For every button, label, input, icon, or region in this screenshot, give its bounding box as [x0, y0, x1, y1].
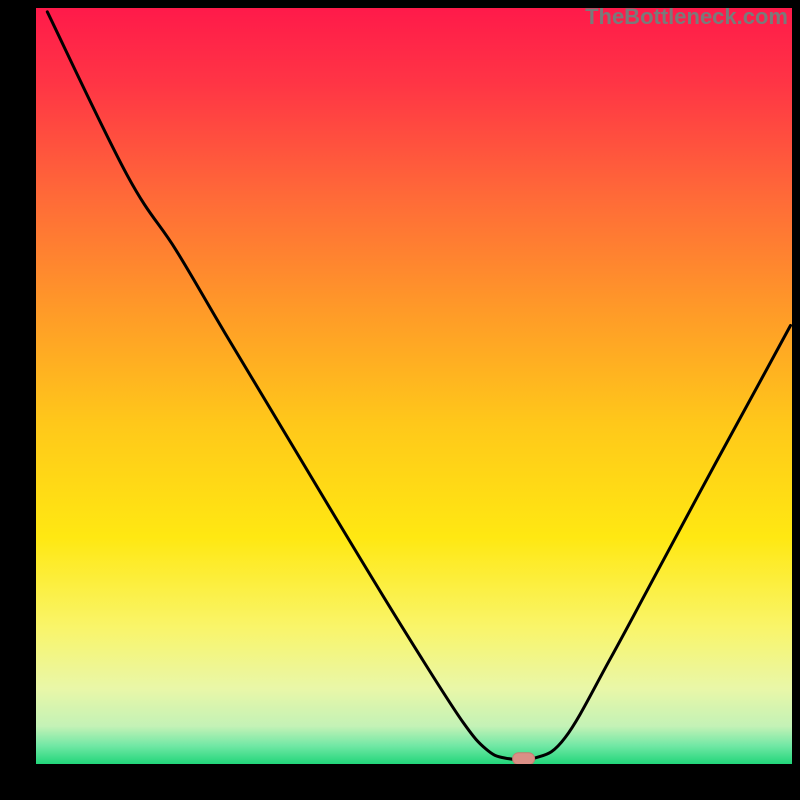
- chart-frame: TheBottleneck.com: [0, 0, 800, 800]
- border-bottom: [0, 764, 800, 800]
- plot-svg: [36, 8, 792, 764]
- border-right: [792, 0, 800, 800]
- plot-area: [36, 8, 792, 764]
- watermark-text: TheBottleneck.com: [585, 4, 788, 30]
- optimum-marker: [513, 753, 535, 764]
- border-left: [0, 0, 36, 800]
- gradient-background: [36, 8, 792, 764]
